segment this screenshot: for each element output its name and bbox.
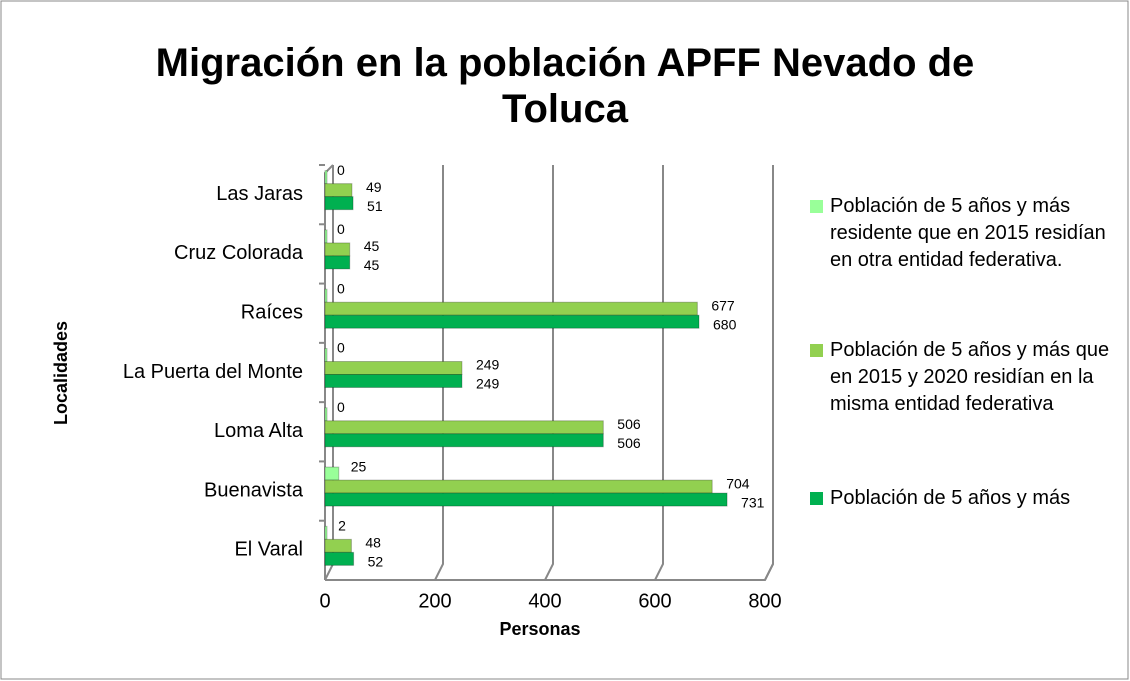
data-label: 0: [337, 340, 345, 356]
grid-line: [654, 165, 664, 581]
bar: [324, 433, 604, 448]
y-axis-label: Localidades: [51, 321, 71, 425]
bar: [324, 420, 604, 435]
bar: [324, 551, 355, 566]
legend-swatch: [810, 200, 823, 213]
legend-item: Población de 5 años y más residente que …: [810, 193, 1120, 274]
bar: [324, 492, 728, 507]
x-tick-label: 600: [638, 590, 671, 612]
data-label: 52: [368, 554, 384, 570]
bar: [324, 466, 340, 481]
bar: [324, 229, 328, 244]
legend-swatch: [810, 492, 823, 505]
bar: [324, 525, 328, 540]
data-label: 704: [726, 475, 750, 491]
legend-label: Población de 5 años y más que en 2015 y …: [830, 339, 1110, 415]
bar: [324, 348, 328, 362]
y-tick-label: Buenavista: [204, 479, 304, 501]
data-label: 680: [713, 316, 737, 332]
data-label: 249: [476, 357, 500, 373]
x-tick-label: 0: [319, 590, 330, 612]
grid-line: [544, 165, 554, 581]
bar: [324, 196, 354, 211]
bar: [324, 361, 463, 375]
data-label: 0: [337, 221, 345, 237]
legend-swatch: [810, 344, 823, 357]
grid-line: [764, 165, 774, 581]
chart-title: Migración en la población APFF Nevado de…: [155, 41, 975, 131]
bar: [324, 301, 698, 316]
legend-item: Población de 5 años y más: [810, 485, 1120, 512]
x-axis-label: Personas: [499, 619, 580, 639]
data-label: 45: [364, 238, 380, 254]
data-label: 249: [476, 376, 500, 392]
data-label: 506: [617, 416, 641, 432]
y-tick-label: Las Jaras: [216, 183, 303, 205]
bar: [324, 407, 328, 422]
bar: [324, 255, 351, 270]
y-tick-label: Cruz Colorada: [174, 242, 304, 264]
y-tick-label: La Puerta del Monte: [123, 361, 303, 383]
bar: [324, 538, 352, 553]
legend-item: Población de 5 años y más que en 2015 y …: [810, 337, 1120, 418]
x-tick-label: 800: [748, 590, 781, 612]
data-label: 506: [617, 435, 641, 451]
y-tick-label: Raíces: [241, 301, 303, 323]
grid-line: [434, 165, 444, 581]
data-label: 731: [741, 494, 765, 510]
bar: [324, 374, 463, 388]
bar: [324, 479, 713, 494]
data-label: 0: [337, 399, 345, 415]
y-tick-label: Loma Alta: [214, 420, 304, 442]
data-label: 45: [364, 257, 380, 273]
bar: [324, 314, 700, 329]
bar: [324, 242, 351, 257]
bar: [324, 170, 328, 185]
data-label: 2: [338, 518, 346, 534]
data-label: 48: [365, 535, 381, 551]
data-label: 677: [711, 297, 735, 313]
data-label: 51: [367, 198, 383, 214]
legend-label: Población de 5 años y más residente que …: [830, 195, 1106, 271]
bar: [324, 183, 353, 198]
x-tick-label: 400: [528, 590, 561, 612]
data-label: 0: [337, 162, 345, 178]
x-tick-label: 200: [418, 590, 451, 612]
y-tick-label: El Varal: [234, 539, 303, 561]
data-label: 25: [351, 458, 367, 474]
bar: [324, 288, 328, 303]
data-label: 49: [366, 179, 382, 195]
data-label: 0: [337, 280, 345, 296]
legend-label: Población de 5 años y más: [830, 487, 1071, 509]
